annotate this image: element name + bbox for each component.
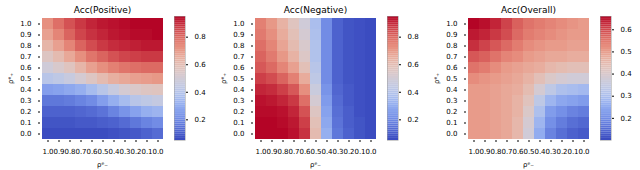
svg-text:ρᵉ₊: ρᵉ₊ (220, 73, 228, 84)
svg-text:1.0: 1.0 (446, 20, 457, 28)
svg-text:0.6: 0.6 (233, 64, 245, 72)
svg-text:0.6: 0.6 (299, 148, 311, 156)
svg-text:0.1: 0.1 (233, 119, 244, 127)
svg-text:Acc(Negative): Acc(Negative) (284, 5, 347, 15)
svg-text:0.9: 0.9 (233, 31, 244, 39)
svg-text:0.2: 0.2 (130, 148, 141, 156)
svg-text:0.3: 0.3 (332, 148, 343, 156)
svg-text:0.6: 0.6 (195, 61, 207, 69)
svg-text:0.1: 0.1 (446, 119, 457, 127)
svg-text:0.5: 0.5 (523, 148, 534, 156)
svg-text:1.0: 1.0 (255, 148, 266, 156)
svg-text:0.7: 0.7 (288, 148, 299, 156)
svg-text:0.8: 0.8 (233, 42, 244, 50)
svg-text:0.7: 0.7 (501, 148, 512, 156)
svg-text:0.4: 0.4 (233, 86, 245, 94)
svg-text:0.0: 0.0 (152, 148, 163, 156)
svg-text:0.4: 0.4 (621, 70, 633, 78)
svg-text:0.7: 0.7 (75, 148, 86, 156)
svg-text:0.8: 0.8 (408, 33, 419, 41)
svg-text:0.5: 0.5 (621, 48, 632, 56)
svg-text:0.8: 0.8 (195, 33, 206, 41)
svg-text:1.0: 1.0 (233, 20, 244, 28)
svg-text:0.2: 0.2 (20, 108, 31, 116)
svg-text:0.6: 0.6 (86, 148, 98, 156)
svg-text:ρᵉ₊: ρᵉ₊ (7, 73, 15, 84)
svg-text:0.2: 0.2 (621, 115, 632, 123)
svg-text:0.9: 0.9 (479, 148, 490, 156)
svg-text:0.2: 0.2 (556, 148, 567, 156)
svg-text:0.4: 0.4 (20, 86, 32, 94)
svg-text:0.4: 0.4 (534, 148, 546, 156)
svg-text:0.6: 0.6 (20, 64, 32, 72)
svg-text:ρᵉ₋: ρᵉ₋ (310, 161, 321, 169)
svg-text:0.5: 0.5 (446, 75, 457, 83)
svg-text:0.3: 0.3 (621, 92, 632, 100)
svg-text:0.9: 0.9 (20, 31, 31, 39)
svg-text:0.2: 0.2 (343, 148, 354, 156)
svg-text:0.0: 0.0 (446, 130, 457, 138)
svg-text:0.1: 0.1 (567, 148, 578, 156)
svg-text:0.1: 0.1 (354, 148, 365, 156)
svg-text:0.2: 0.2 (408, 116, 419, 124)
svg-text:0.3: 0.3 (119, 148, 130, 156)
svg-text:0.3: 0.3 (545, 148, 556, 156)
svg-text:ρᵉ₋: ρᵉ₋ (97, 161, 108, 169)
svg-text:0.5: 0.5 (310, 148, 321, 156)
svg-text:0.7: 0.7 (233, 53, 244, 61)
svg-text:0.1: 0.1 (141, 148, 152, 156)
svg-text:0.8: 0.8 (277, 148, 288, 156)
svg-text:0.8: 0.8 (20, 42, 31, 50)
svg-text:0.0: 0.0 (365, 148, 376, 156)
svg-text:0.4: 0.4 (195, 89, 207, 97)
svg-text:0.3: 0.3 (446, 97, 457, 105)
svg-text:0.7: 0.7 (446, 53, 457, 61)
svg-text:1.0: 1.0 (42, 148, 53, 156)
svg-text:ρᵉ₊: ρᵉ₊ (433, 73, 441, 84)
svg-text:0.9: 0.9 (266, 148, 277, 156)
svg-text:Acc(Positive): Acc(Positive) (74, 5, 132, 15)
svg-text:0.6: 0.6 (512, 148, 524, 156)
svg-text:0.4: 0.4 (108, 148, 120, 156)
svg-text:0.6: 0.6 (621, 26, 633, 34)
svg-text:0.4: 0.4 (446, 86, 458, 94)
svg-text:0.5: 0.5 (20, 75, 31, 83)
svg-text:0.3: 0.3 (20, 97, 31, 105)
svg-text:0.8: 0.8 (490, 148, 501, 156)
svg-text:0.6: 0.6 (446, 64, 458, 72)
svg-text:0.7: 0.7 (20, 53, 31, 61)
svg-text:0.0: 0.0 (233, 130, 244, 138)
svg-text:0.3: 0.3 (233, 97, 244, 105)
svg-text:0.0: 0.0 (20, 130, 31, 138)
svg-text:0.2: 0.2 (195, 116, 206, 124)
svg-text:ρᵉ₋: ρᵉ₋ (523, 161, 534, 169)
svg-text:Acc(Overall): Acc(Overall) (501, 5, 556, 15)
svg-text:0.4: 0.4 (408, 89, 420, 97)
svg-text:0.5: 0.5 (97, 148, 108, 156)
svg-text:1.0: 1.0 (468, 148, 479, 156)
svg-text:0.2: 0.2 (233, 108, 244, 116)
svg-text:0.2: 0.2 (446, 108, 457, 116)
svg-text:0.0: 0.0 (578, 148, 589, 156)
svg-text:0.6: 0.6 (408, 61, 420, 69)
svg-text:0.9: 0.9 (446, 31, 457, 39)
svg-text:0.4: 0.4 (321, 148, 333, 156)
svg-text:0.5: 0.5 (233, 75, 244, 83)
svg-text:0.9: 0.9 (53, 148, 64, 156)
svg-text:0.8: 0.8 (446, 42, 457, 50)
svg-text:0.1: 0.1 (20, 119, 31, 127)
svg-text:1.0: 1.0 (20, 20, 31, 28)
svg-text:0.8: 0.8 (64, 148, 75, 156)
